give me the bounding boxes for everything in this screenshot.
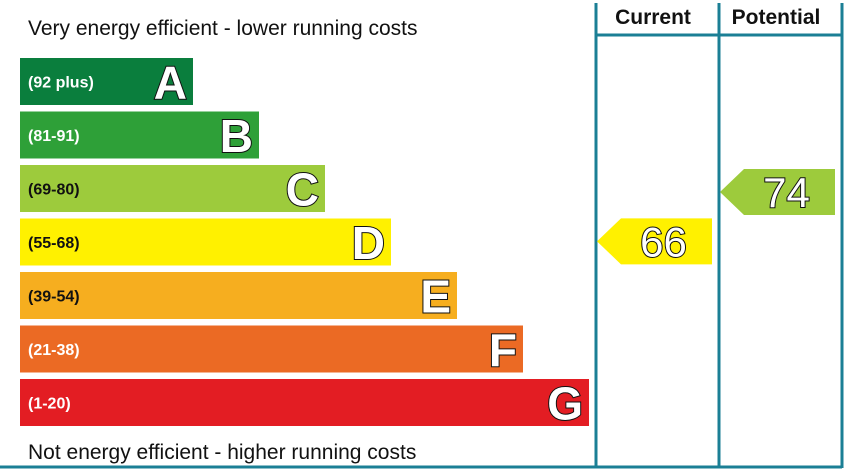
rating-value-potential: 74 [763,169,810,216]
band-letter: A [154,57,187,109]
band-bar-f [20,325,523,373]
band-range-label: (39-54) [28,289,80,306]
band-range-label: (69-80) [28,182,80,199]
rating-arrows: 66 74 [597,168,835,266]
band-letter: E [420,271,451,323]
top-caption: Very energy efficient - lower running co… [28,17,417,40]
column-header-potential: Potential [732,6,821,29]
rating-potential: 74 [720,168,835,217]
band-range-label: (1-20) [28,396,71,413]
rating-arrow-current [597,218,712,265]
band-letter: C [286,164,319,216]
column-header-current: Current [615,6,691,29]
band-bar-a [20,58,193,105]
band-range-label: (81-91) [28,128,80,145]
band-a: (92 plus) A [20,56,193,110]
band-range-label: (92 plus) [28,75,94,92]
band-bar-c [20,165,325,212]
band-e: (39-54) E [20,270,457,324]
rating-current: 66 [597,217,712,266]
band-d: (55-68) D [20,216,391,270]
chart-frame [0,3,844,469]
band-bar-b [20,111,259,159]
band-g: (1-20) G [20,377,589,431]
band-b: (81-91) B [20,109,259,163]
band-letter: G [547,378,583,430]
rating-arrow-potential [720,169,835,216]
band-c: (69-80) C [20,163,325,217]
rating-bands: (92 plus) A(81-91) B(69-80) C(55-68) D(39-54… [20,56,589,431]
band-bar-g [20,379,589,426]
band-bar-d [20,218,391,266]
rating-value-current: 66 [640,218,687,265]
band-range-label: (55-68) [28,235,80,252]
band-bar-e [20,272,457,319]
bottom-caption: Not energy efficient - higher running co… [28,441,416,464]
band-f: (21-38) F [20,323,523,377]
band-letter: B [220,110,253,162]
band-letter: D [352,217,385,269]
band-letter: F [489,324,517,376]
band-range-label: (21-38) [28,342,80,359]
